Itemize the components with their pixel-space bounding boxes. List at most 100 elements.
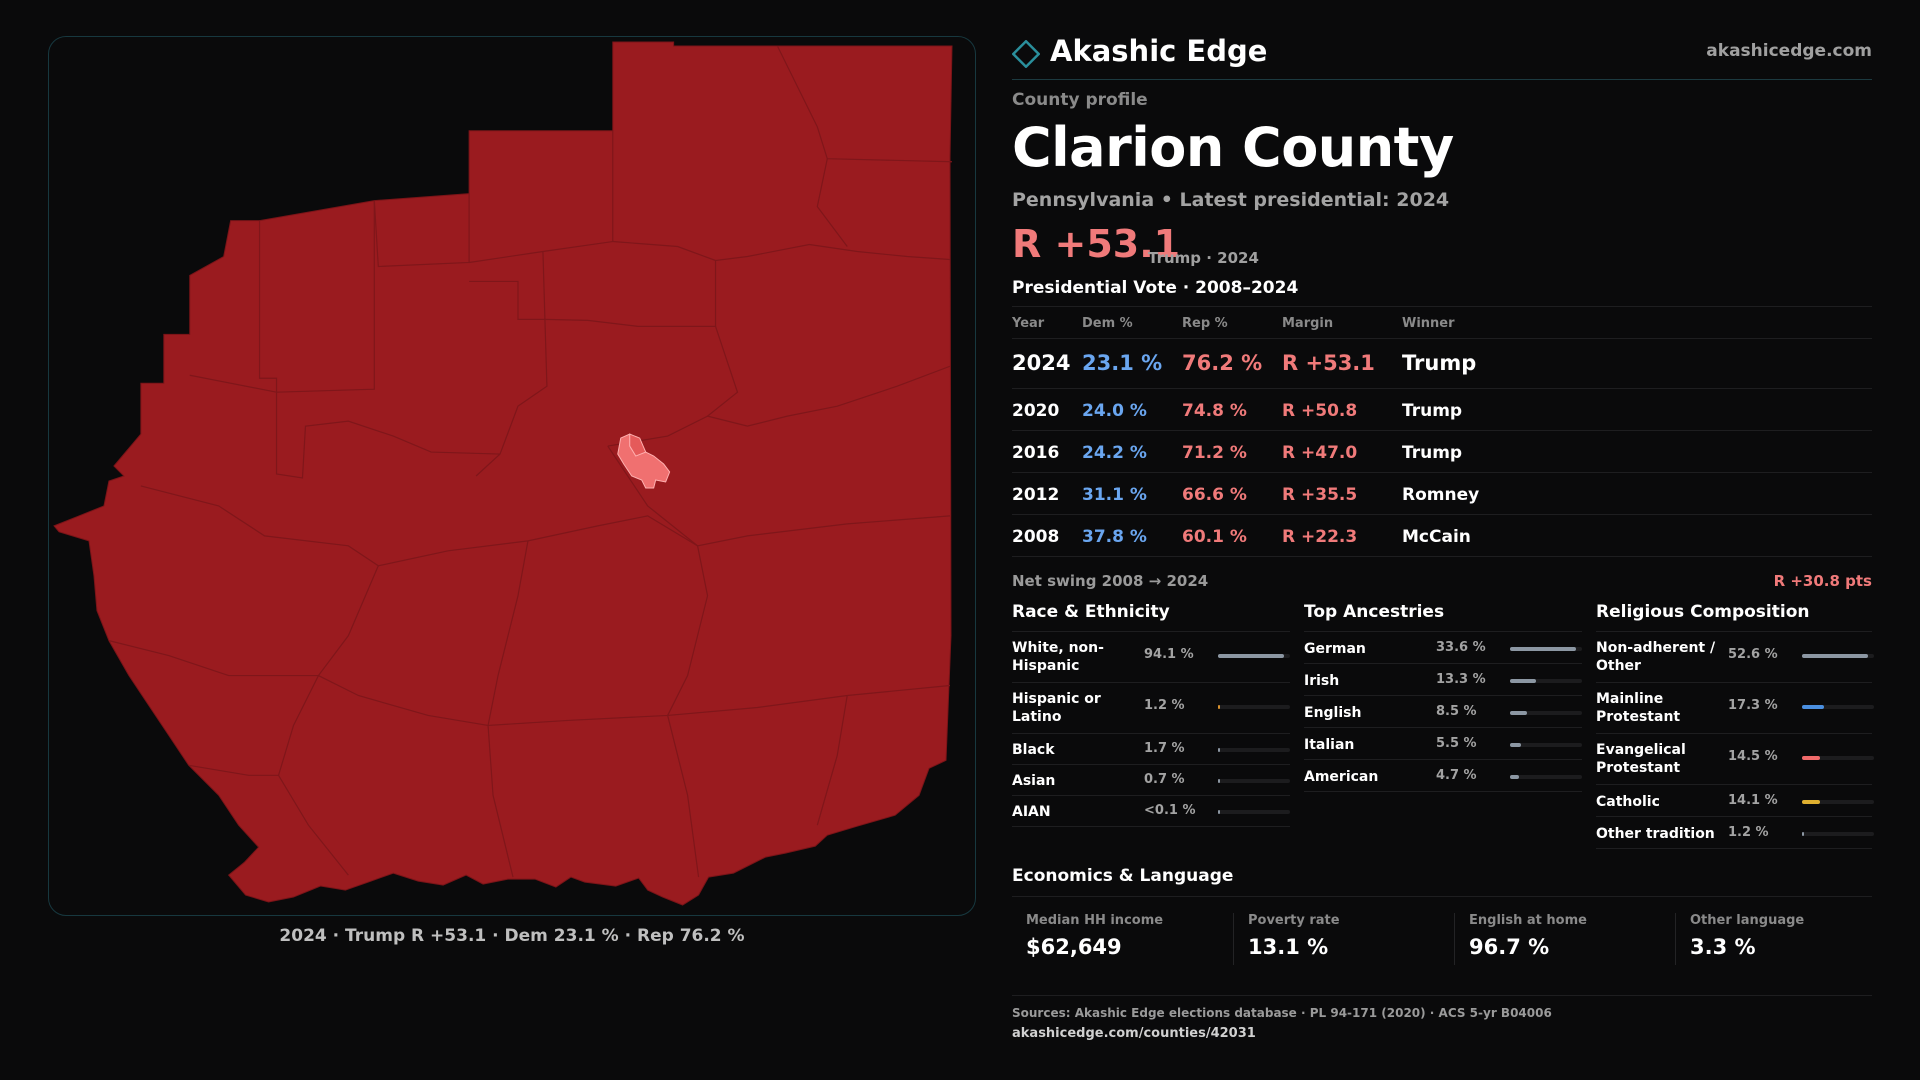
religion-bar-fill — [1802, 705, 1824, 709]
headline-margin: R +53.1 — [1012, 222, 1181, 266]
county-map[interactable] — [48, 36, 976, 916]
race-pct: 94.1 % — [1144, 647, 1194, 662]
religion-bar — [1802, 705, 1874, 709]
religion-bar — [1802, 654, 1874, 658]
brand-header: Akashic Edge akashicedge.com — [1012, 30, 1872, 80]
race-label: Asian — [1012, 773, 1056, 789]
header-year: Year — [1012, 316, 1045, 331]
ancestry-title: Top Ancestries — [1304, 602, 1582, 632]
header-margin: Margin — [1282, 316, 1334, 331]
rep-cell: 60.1 % — [1182, 527, 1247, 547]
ancestry-bar — [1510, 775, 1582, 779]
brand-url-link[interactable]: akashicedge.com — [1706, 41, 1872, 61]
econ-stat-label: Other language — [1690, 913, 1805, 928]
presidential-vote-title: Presidential Vote · 2008–2024 — [1012, 278, 1299, 298]
econ-stat-label: Poverty rate — [1248, 913, 1340, 928]
religion-label: Catholic — [1596, 794, 1660, 810]
table-row: 2024 23.1 % 76.2 % R +53.1 Trump — [1012, 339, 1872, 389]
header-dem: Dem % — [1082, 316, 1133, 331]
county-subtitle: Pennsylvania • Latest presidential: 2024 — [1012, 189, 1450, 211]
econ-stat: English at home 96.7 % — [1454, 913, 1669, 965]
religion-pct: 1.2 % — [1728, 825, 1769, 840]
econ-stat-value: $62,649 — [1026, 935, 1122, 959]
list-item: Non-adherent / Other 52.6 % — [1596, 632, 1874, 683]
dem-cell: 24.0 % — [1082, 401, 1147, 421]
ancestry-section: Top Ancestries German 33.6 % Irish 13.3 … — [1304, 602, 1582, 792]
race-bar-fill — [1218, 654, 1284, 658]
county-map-svg[interactable] — [49, 37, 975, 915]
dem-cell: 31.1 % — [1082, 485, 1147, 505]
race-label: AIAN — [1012, 804, 1051, 820]
net-swing-label: Net swing 2008 → 2024 — [1012, 572, 1209, 590]
ancestry-bar — [1510, 679, 1582, 683]
race-bar-fill — [1218, 779, 1220, 783]
presidential-vote-table: Year Dem % Rep % Margin Winner 2024 23.1… — [1012, 306, 1872, 557]
ancestry-bar-fill — [1510, 679, 1536, 683]
religion-pct: 14.5 % — [1728, 749, 1778, 764]
race-ethnicity-title: Race & Ethnicity — [1012, 602, 1290, 632]
rep-cell: 71.2 % — [1182, 443, 1247, 463]
page-title: Clarion County — [1012, 116, 1454, 179]
list-item: Asian 0.7 % — [1012, 765, 1290, 796]
race-bar-fill — [1218, 810, 1220, 814]
religion-bar — [1802, 756, 1874, 760]
race-pct: 1.2 % — [1144, 698, 1185, 713]
religion-label: Evangelical Protestant — [1596, 742, 1686, 776]
headline-margin-note: Trump · 2024 — [1148, 249, 1259, 267]
margin-cell: R +35.5 — [1282, 485, 1358, 505]
year-cell: 2020 — [1012, 401, 1060, 421]
econ-stat: Other language 3.3 % — [1675, 913, 1872, 965]
list-item: German 33.6 % — [1304, 632, 1582, 664]
religion-title: Religious Composition — [1596, 602, 1872, 632]
religion-bar-fill — [1802, 756, 1820, 760]
race-bar-fill — [1218, 748, 1220, 752]
race-pct: 0.7 % — [1144, 772, 1185, 787]
ancestry-bar-fill — [1510, 711, 1527, 715]
list-item: White, non-Hispanic 94.1 % — [1012, 632, 1290, 683]
county-url-link[interactable]: akashicedge.com/counties/42031 — [1012, 1026, 1256, 1041]
econ-stat-value: 3.3 % — [1690, 935, 1756, 959]
race-bar — [1218, 748, 1290, 752]
rep-cell: 66.6 % — [1182, 485, 1247, 505]
ancestry-label: English — [1304, 705, 1362, 721]
list-item: Italian 5.5 % — [1304, 728, 1582, 760]
winner-cell: Trump — [1402, 401, 1463, 421]
municipal-boundaries — [108, 45, 953, 878]
religion-pct: 52.6 % — [1728, 647, 1778, 662]
religion-pct: 14.1 % — [1728, 793, 1778, 808]
religion-label: Non-adherent / Other — [1596, 640, 1716, 674]
ancestry-label: German — [1304, 641, 1366, 657]
race-pct: 1.7 % — [1144, 741, 1185, 756]
list-item: Evangelical Protestant 14.5 % — [1596, 734, 1874, 785]
county-shape — [53, 41, 953, 906]
econ-stat-value: 13.1 % — [1248, 935, 1329, 959]
table-row: 2016 24.2 % 71.2 % R +47.0 Trump — [1012, 431, 1872, 473]
race-bar — [1218, 779, 1290, 783]
race-label: Hispanic or Latino — [1012, 691, 1101, 725]
winner-cell: Trump — [1402, 351, 1477, 375]
diamond-logo-icon — [1012, 40, 1040, 68]
sources-footer: Sources: Akashic Edge elections database… — [1012, 995, 1872, 1041]
econ-stat-label: Median HH income — [1026, 913, 1164, 928]
margin-cell: R +47.0 — [1282, 443, 1358, 463]
year-cell: 2016 — [1012, 443, 1060, 463]
table-row: 2012 31.1 % 66.6 % R +35.5 Romney — [1012, 473, 1872, 515]
table-row: 2020 24.0 % 74.8 % R +50.8 Trump — [1012, 389, 1872, 431]
list-item: Catholic 14.1 % — [1596, 785, 1874, 817]
race-bar — [1218, 654, 1290, 658]
winner-cell: Romney — [1402, 485, 1480, 505]
race-bar — [1218, 810, 1290, 814]
dem-cell: 24.2 % — [1082, 443, 1147, 463]
ancestry-bar — [1510, 711, 1582, 715]
year-cell: 2008 — [1012, 527, 1060, 547]
ancestry-bar-fill — [1510, 743, 1521, 747]
brand-name: Akashic Edge — [1050, 34, 1268, 68]
ancestry-bar — [1510, 743, 1582, 747]
ancestry-label: Italian — [1304, 737, 1355, 753]
net-swing-value: R +30.8 pts — [1773, 572, 1872, 590]
ancestry-bar — [1510, 647, 1582, 651]
religion-label: Other tradition — [1596, 826, 1715, 842]
ancestry-pct: 8.5 % — [1436, 704, 1477, 719]
economics-title: Economics & Language — [1012, 866, 1234, 886]
rep-cell: 76.2 % — [1182, 351, 1263, 375]
